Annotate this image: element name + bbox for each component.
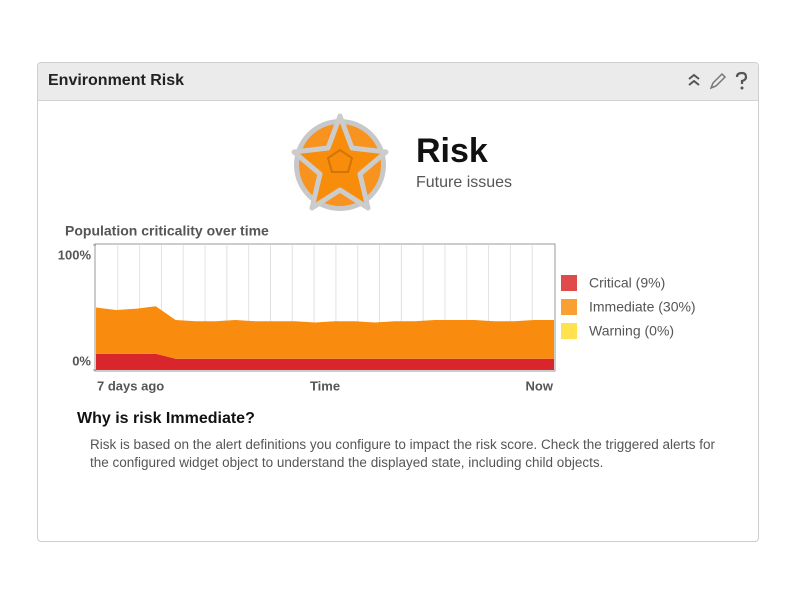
widget-header: Environment Risk: [38, 63, 758, 101]
legend-label: Immediate (30%): [589, 299, 696, 315]
widget-title: Environment Risk: [48, 72, 185, 89]
risk-badge: [291, 113, 389, 211]
risk-title: Risk: [416, 132, 488, 170]
explanation-heading: Why is risk Immediate?: [77, 410, 255, 427]
x-tick-label: Now: [526, 378, 554, 393]
legend-label: Critical (9%): [589, 275, 665, 291]
edit-button[interactable]: [709, 72, 727, 90]
legend-label: Warning (0%): [589, 323, 674, 339]
chart: Population criticality over time Time 0%…: [58, 223, 696, 394]
help-button[interactable]: [735, 71, 748, 90]
legend-swatch: [561, 323, 577, 339]
area: [96, 353, 554, 370]
x-axis-label: Time: [310, 378, 340, 393]
explanation-text: Risk is based on the alert definitions y…: [90, 437, 716, 470]
x-tick-label: 7 days ago: [97, 378, 164, 393]
y-tick-label: 100%: [58, 247, 92, 262]
y-tick-label: 0%: [72, 353, 91, 368]
risk-subtitle: Future issues: [416, 174, 513, 191]
legend-swatch: [561, 275, 577, 291]
legend-swatch: [561, 299, 577, 315]
chart-title: Population criticality over time: [65, 223, 269, 239]
header-icons: [688, 71, 748, 90]
collapse-button[interactable]: [688, 73, 700, 86]
widget-panel: Environment Risk: [37, 62, 759, 542]
area: [96, 306, 554, 359]
